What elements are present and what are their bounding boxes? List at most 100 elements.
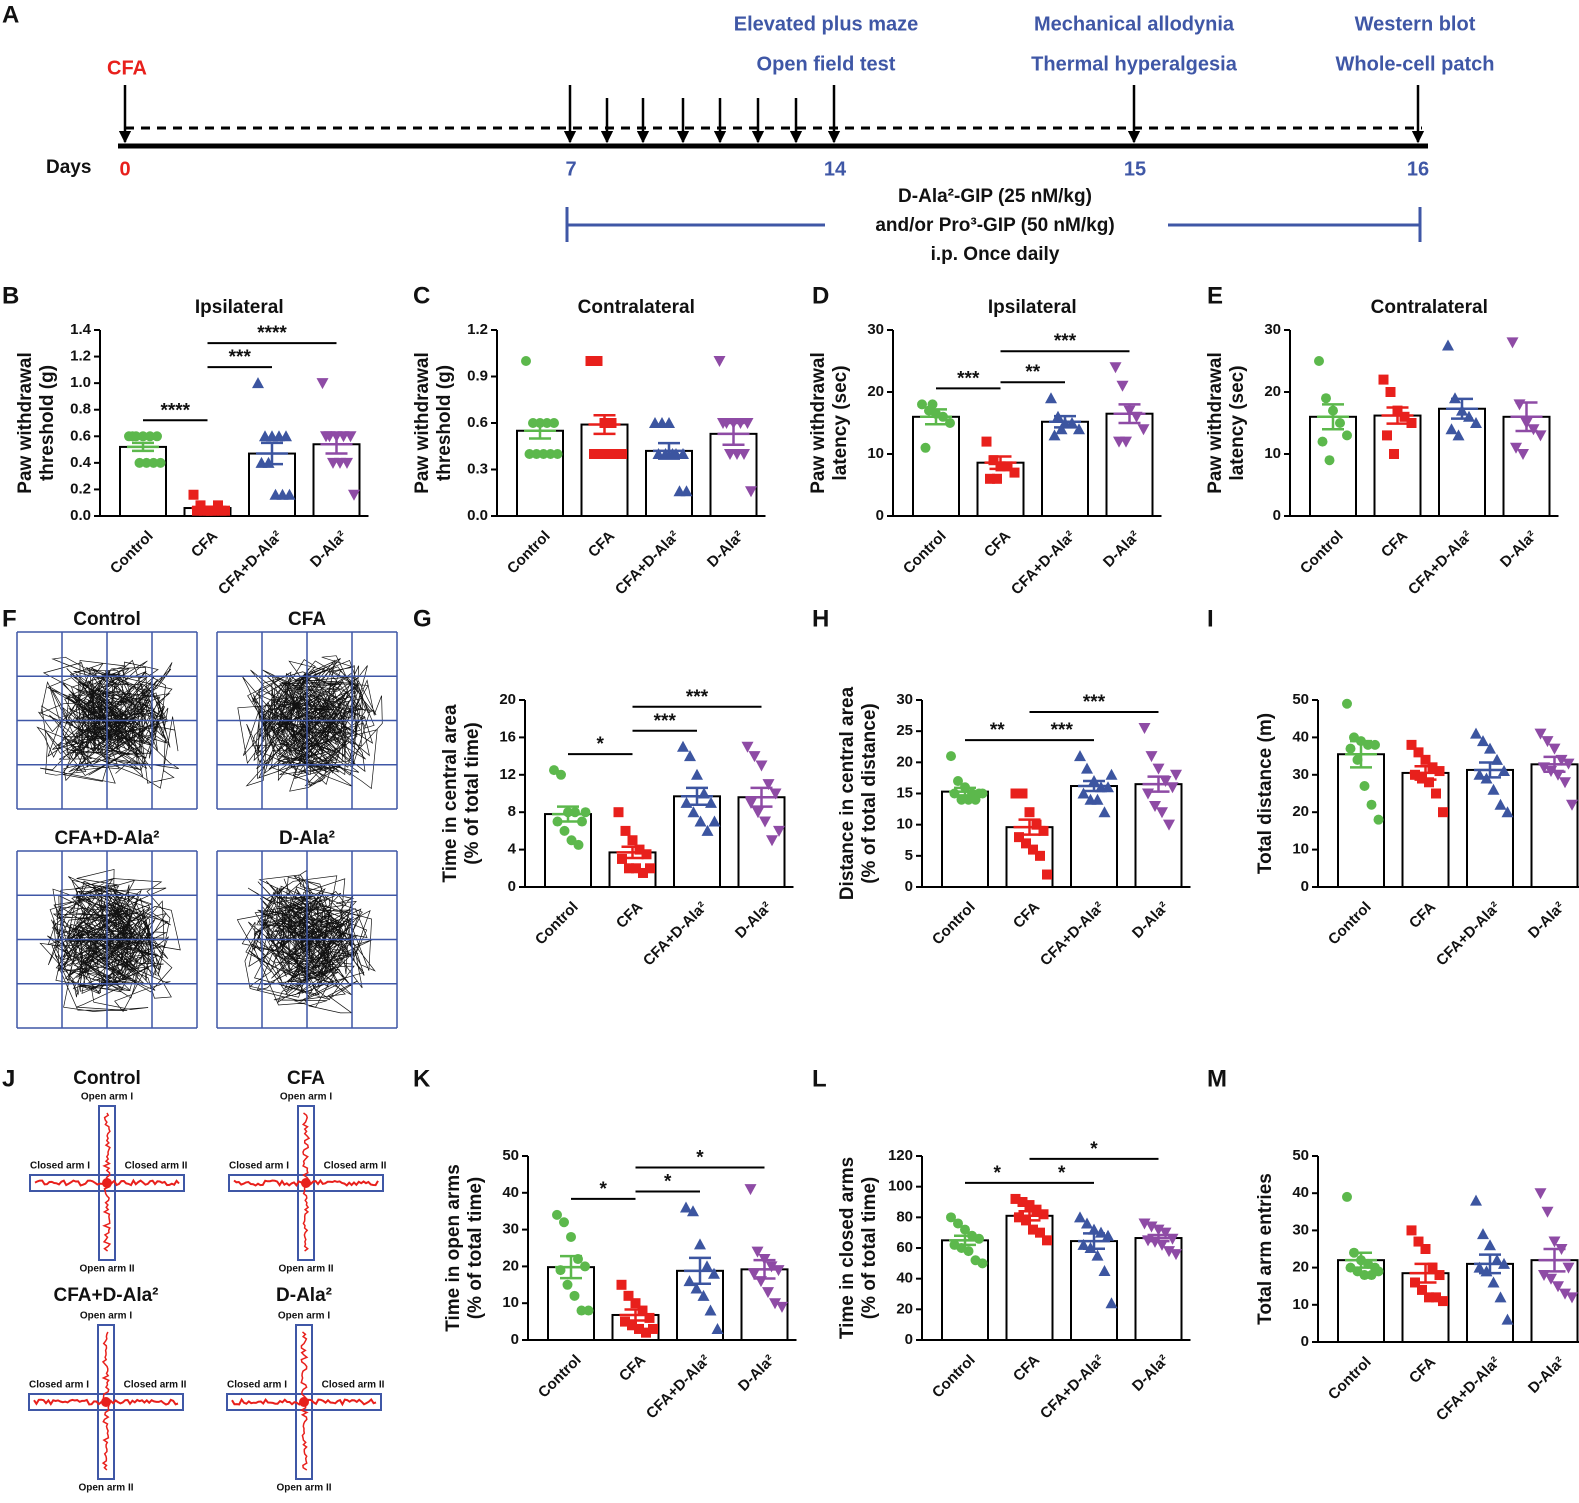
chart-title: Ipsilateral <box>195 297 284 318</box>
y-tick-label: 10 <box>502 1294 519 1311</box>
data-point <box>1445 423 1458 435</box>
data-point <box>974 1233 984 1244</box>
data-point <box>1517 449 1529 460</box>
y-axis-label: Paw withdrawal <box>15 352 36 493</box>
arm-label: Open arm II <box>278 1264 333 1275</box>
data-point <box>1484 1239 1496 1251</box>
data-point <box>748 751 761 763</box>
data-point <box>946 1212 956 1223</box>
data-point <box>1389 449 1399 459</box>
y-axis-label: Total distance (m) <box>1255 713 1276 874</box>
data-point <box>1420 1244 1431 1254</box>
data-point <box>341 457 353 469</box>
y-tick-label: 0 <box>905 1331 913 1348</box>
data-point <box>1370 739 1380 750</box>
data-point <box>528 418 538 428</box>
x-tick-label: CFA <box>585 527 618 560</box>
y-tick-label: 1.2 <box>467 321 488 338</box>
data-point <box>1484 742 1496 754</box>
data-point <box>1417 773 1427 784</box>
y-axis-label: Paw withdrawal <box>1205 352 1226 493</box>
significance-label: ** <box>1025 362 1040 383</box>
data-point <box>711 1322 724 1334</box>
data-point <box>631 863 641 874</box>
maze-label: CFA+D-Ala² <box>53 1285 158 1306</box>
data-point <box>1024 1200 1035 1211</box>
data-point <box>155 457 166 468</box>
panel-letter: F <box>2 605 17 632</box>
test-label: Thermal hyperalgesia <box>1031 53 1238 75</box>
data-point <box>1366 799 1377 810</box>
y-axis-label: Paw withdrawal <box>808 352 829 493</box>
significance-label: *** <box>1083 692 1106 713</box>
x-tick-label: D-Ala² <box>1525 1354 1568 1397</box>
y-tick-label: 20 <box>896 1300 913 1317</box>
test-label: Western blot <box>1355 13 1476 35</box>
y-axis-label: (% of total time) <box>462 722 483 865</box>
y-tick-label: 30 <box>502 1221 519 1238</box>
data-point <box>1420 754 1431 765</box>
y-tick-label: 50 <box>1292 691 1309 708</box>
significance-label: * <box>696 1148 704 1169</box>
data-point <box>1463 410 1475 422</box>
x-tick-label: D-Ala² <box>1100 528 1143 571</box>
data-point <box>1527 424 1540 436</box>
data-point <box>1534 1188 1547 1200</box>
data-point <box>1077 1238 1090 1250</box>
data-point <box>552 449 563 459</box>
data-point <box>617 449 627 459</box>
x-tick-label: Control <box>929 899 979 949</box>
data-point <box>634 844 645 855</box>
significance-label: **** <box>257 323 287 344</box>
y-axis-label: threshold (g) <box>434 365 455 481</box>
data-point <box>1470 417 1482 428</box>
data-point <box>316 378 329 390</box>
x-tick-label: CFA+D-Ala² <box>1008 528 1079 599</box>
data-point <box>1073 423 1085 435</box>
data-point <box>1098 806 1111 818</box>
data-point <box>583 1305 594 1316</box>
data-point <box>963 794 974 805</box>
bar <box>645 449 693 517</box>
y-tick-label: 0.6 <box>467 414 488 431</box>
x-tick-label: Control <box>929 1352 979 1402</box>
data-point <box>1562 758 1575 770</box>
y-tick-label: 0.2 <box>70 480 91 497</box>
maze-label: CFA <box>287 1068 325 1089</box>
cfa-label: CFA <box>107 57 147 79</box>
y-tick-label: 0.8 <box>70 401 91 418</box>
data-point <box>620 825 631 836</box>
arm-label: Closed arm I <box>29 1380 89 1391</box>
data-point <box>1335 418 1345 428</box>
data-point <box>1427 1262 1438 1273</box>
data-point <box>663 417 675 428</box>
y-tick-label: 0 <box>508 878 516 895</box>
data-point <box>152 431 162 442</box>
track <box>36 656 179 789</box>
y-tick-label: 20 <box>1292 1259 1309 1276</box>
maze-arm <box>226 1393 382 1411</box>
x-tick-label: D-Ala² <box>1129 1352 1172 1395</box>
x-tick-label: CFA <box>616 1351 649 1384</box>
data-point <box>683 1275 696 1287</box>
arm-label: Closed arm II <box>324 1161 387 1172</box>
data-point <box>1042 1235 1052 1246</box>
y-tick-label: 5 <box>905 847 913 864</box>
data-point <box>1048 429 1061 441</box>
arena-label: CFA <box>288 609 326 630</box>
data-point <box>691 768 703 780</box>
data-point <box>134 457 145 468</box>
y-tick-label: 40 <box>502 1184 519 1201</box>
data-point <box>624 863 634 874</box>
x-tick-label: D-Ala² <box>1497 528 1540 571</box>
data-point <box>589 449 599 459</box>
arm-label: Closed arm I <box>229 1161 289 1172</box>
data-point <box>1491 753 1503 765</box>
arm-label: Closed arm I <box>30 1161 90 1172</box>
x-tick-label: D-Ala² <box>1525 899 1568 942</box>
data-point <box>1038 825 1049 836</box>
bar <box>1070 1240 1118 1341</box>
arm-label: Open arm I <box>81 1092 133 1103</box>
data-point <box>981 436 992 447</box>
data-point <box>970 794 981 805</box>
